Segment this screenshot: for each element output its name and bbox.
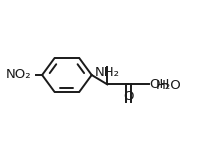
Text: OH: OH bbox=[149, 78, 169, 91]
Text: O: O bbox=[123, 90, 134, 103]
Text: NH₂: NH₂ bbox=[95, 66, 120, 79]
Text: NO₂: NO₂ bbox=[5, 69, 31, 81]
Text: H₂O: H₂O bbox=[156, 79, 182, 92]
